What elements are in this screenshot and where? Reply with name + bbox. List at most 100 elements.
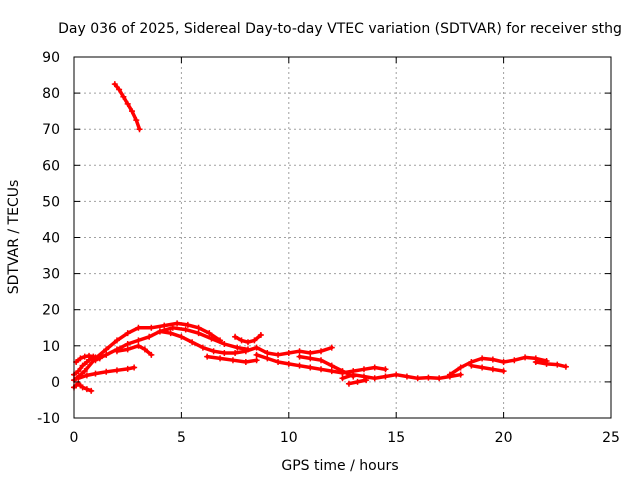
data-point bbox=[195, 330, 202, 337]
data-point bbox=[184, 321, 191, 328]
data-point bbox=[148, 324, 155, 331]
y-tick-label: 10 bbox=[42, 339, 60, 355]
data-point bbox=[554, 361, 561, 368]
y-tick-label: 50 bbox=[42, 194, 60, 210]
data-point bbox=[133, 117, 140, 124]
data-point bbox=[113, 348, 120, 355]
data-point bbox=[363, 377, 370, 384]
data-point bbox=[511, 357, 518, 364]
data-point bbox=[120, 93, 127, 100]
data-point bbox=[116, 86, 123, 93]
data-point bbox=[479, 355, 486, 362]
data-point bbox=[257, 331, 264, 338]
series-decline-a bbox=[156, 328, 335, 358]
data-point bbox=[221, 340, 228, 347]
data-point bbox=[275, 359, 282, 366]
data-point bbox=[195, 324, 202, 331]
data-point bbox=[457, 371, 464, 378]
data-point bbox=[354, 378, 361, 385]
y-tick-label: 20 bbox=[42, 303, 60, 319]
data-point bbox=[425, 374, 432, 381]
data-point bbox=[522, 354, 529, 361]
y-tick-label: 80 bbox=[42, 86, 60, 102]
data-point bbox=[79, 384, 86, 391]
series-late-bump-b bbox=[468, 362, 507, 375]
data-point bbox=[446, 371, 453, 378]
data-point bbox=[210, 348, 217, 355]
data-point bbox=[208, 335, 215, 342]
data-point bbox=[328, 368, 335, 375]
data-point bbox=[307, 355, 314, 362]
data-point bbox=[113, 367, 120, 374]
series-short-arc bbox=[232, 331, 264, 346]
data-point bbox=[500, 359, 507, 366]
data-point bbox=[141, 346, 148, 353]
series-trace bbox=[534, 360, 568, 369]
data-point bbox=[562, 363, 569, 370]
data-point bbox=[307, 364, 314, 371]
data-point bbox=[414, 375, 421, 382]
series-mid-arc bbox=[92, 324, 251, 364]
x-axis-title: GPS time / hours bbox=[281, 458, 398, 474]
data-point bbox=[88, 387, 95, 394]
data-point bbox=[242, 348, 249, 355]
data-point bbox=[500, 368, 507, 375]
x-tick-label: 15 bbox=[387, 430, 405, 446]
axis-ticks: 0 5 10 15 20 25 -10 0 10 20 30 40 50 60 70 80 90 bbox=[37, 50, 620, 446]
series-trace bbox=[340, 372, 463, 381]
data-point bbox=[339, 369, 346, 376]
data-point bbox=[296, 353, 303, 360]
x-tick-label: 10 bbox=[280, 430, 298, 446]
data-point bbox=[489, 366, 496, 373]
y-axis-title: SDTVAR / TECUs bbox=[6, 180, 22, 295]
data-point bbox=[382, 373, 389, 380]
data-point bbox=[199, 344, 206, 351]
data-point bbox=[148, 351, 155, 358]
data-point bbox=[135, 324, 142, 331]
series-trace bbox=[469, 363, 506, 373]
data-point bbox=[371, 375, 378, 382]
data-point bbox=[161, 322, 168, 329]
data-point bbox=[167, 330, 174, 337]
data-point bbox=[81, 368, 88, 375]
data-point bbox=[479, 364, 486, 371]
data-point bbox=[403, 373, 410, 380]
y-tick-label: 40 bbox=[42, 231, 60, 247]
y-tick-label: -10 bbox=[37, 411, 60, 427]
data-point bbox=[318, 348, 325, 355]
data-point bbox=[275, 351, 282, 358]
series-trace bbox=[93, 326, 250, 362]
data-point bbox=[83, 359, 90, 366]
data-point bbox=[532, 359, 539, 366]
data-point bbox=[360, 366, 367, 373]
data-point bbox=[83, 372, 90, 379]
x-tick-label: 5 bbox=[177, 430, 186, 446]
data-point bbox=[251, 337, 258, 344]
x-tick-label: 25 bbox=[602, 430, 620, 446]
data-point bbox=[79, 362, 86, 369]
data-point bbox=[92, 357, 99, 364]
data-point bbox=[111, 81, 118, 88]
data-point bbox=[242, 359, 249, 366]
data-point bbox=[296, 362, 303, 369]
data-point bbox=[345, 380, 352, 387]
data-point bbox=[296, 348, 303, 355]
y-tick-label: 0 bbox=[51, 375, 60, 391]
data-point bbox=[146, 333, 153, 340]
data-point bbox=[103, 346, 110, 353]
y-tick-label: 90 bbox=[42, 50, 60, 66]
data-point bbox=[221, 350, 228, 357]
x-tick-label: 20 bbox=[495, 430, 513, 446]
data-point bbox=[92, 370, 99, 377]
data-point bbox=[371, 364, 378, 371]
data-point bbox=[468, 362, 475, 369]
data-point bbox=[264, 350, 271, 357]
data-point bbox=[124, 330, 131, 337]
data-point bbox=[339, 375, 346, 382]
x-tick-label: 0 bbox=[70, 430, 79, 446]
series-quiet-a bbox=[339, 371, 464, 382]
series-step-arc bbox=[113, 342, 155, 358]
data-point bbox=[174, 320, 181, 327]
data-point bbox=[382, 366, 389, 373]
